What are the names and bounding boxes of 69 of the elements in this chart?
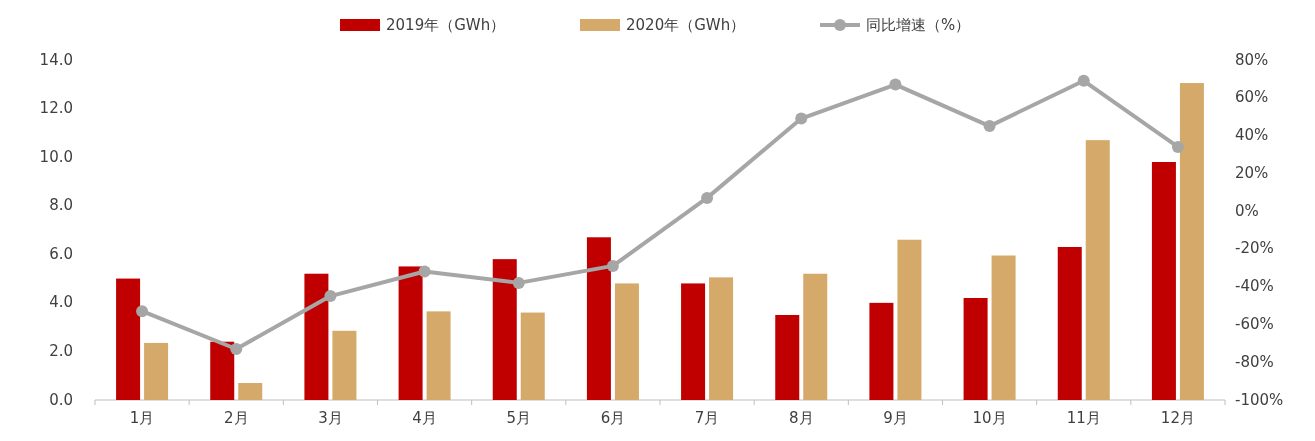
y2-tick-label: -60% [1235,314,1274,333]
point [324,290,337,303]
bar [332,330,357,400]
y2-tick-label: -80% [1235,352,1274,371]
y2-tick-label: 20% [1235,163,1269,182]
y2-tick-label: -20% [1235,239,1274,258]
x-tick-label: 4月 [412,408,437,427]
x-tick-label: 2月 [223,408,249,427]
x-tick-label: 3月 [318,408,343,427]
bar [681,283,706,400]
y2-tick-label: -100% [1235,390,1284,409]
y-tick-label: 4.0 [49,293,73,312]
y-tick-label: 14.0 [39,50,73,69]
legend-label: 2019年（GWh） [386,15,506,34]
bar [991,255,1016,400]
bar [426,311,451,400]
y-tick-label: 12.0 [39,99,73,118]
bar [897,239,922,400]
bar [709,277,734,400]
point [1171,140,1184,153]
point [230,343,243,355]
y2-tick-label: 80% [1235,50,1269,69]
bar [144,342,169,400]
y2-tick-label: 60% [1235,88,1269,107]
bar [869,302,894,400]
bar [614,283,639,400]
y-tick-label: 10.0 [39,147,73,166]
point [418,265,431,278]
x-tick-label: 11月 [1066,408,1101,427]
point [983,120,996,133]
x-tick-label: 1月 [129,408,155,427]
y-tick-label: 2.0 [49,341,73,360]
bar [963,298,988,400]
bar [398,266,423,400]
y-tick-label: 0.0 [49,390,73,409]
point [1077,74,1090,87]
bar [775,315,800,400]
point [136,305,149,318]
x-tick-label: 9月 [883,408,908,427]
y2-tick-label: 40% [1235,126,1269,145]
bar [586,237,611,400]
x-tick-label: 12月 [1160,408,1195,427]
x-tick-label: 5月 [506,408,532,427]
bar [1057,247,1082,400]
bar [520,312,545,400]
point [512,276,525,289]
y2-tick-label: 0% [1235,201,1259,220]
y-tick-label: 8.0 [49,196,73,215]
y2-tick-label: -40% [1235,277,1274,296]
x-tick-label: 10月 [972,408,1007,427]
legend-label: 同比增速（%） [866,15,971,34]
bar [116,278,141,400]
x-tick-label: 8月 [788,408,814,427]
point [606,259,619,272]
bar [238,383,263,400]
bar [1085,140,1110,400]
bar [210,341,235,400]
bar [1151,162,1176,400]
point [701,191,714,204]
legend-label: 2020年（GWh） [626,15,746,34]
x-tick-label: 7月 [694,408,720,427]
bar [492,259,517,400]
y-tick-label: 6.0 [49,244,73,263]
x-tick-label: 6月 [600,408,626,427]
bar [304,273,329,400]
bar [803,273,828,400]
bar [1179,83,1204,400]
point [795,112,808,125]
point [889,78,902,91]
